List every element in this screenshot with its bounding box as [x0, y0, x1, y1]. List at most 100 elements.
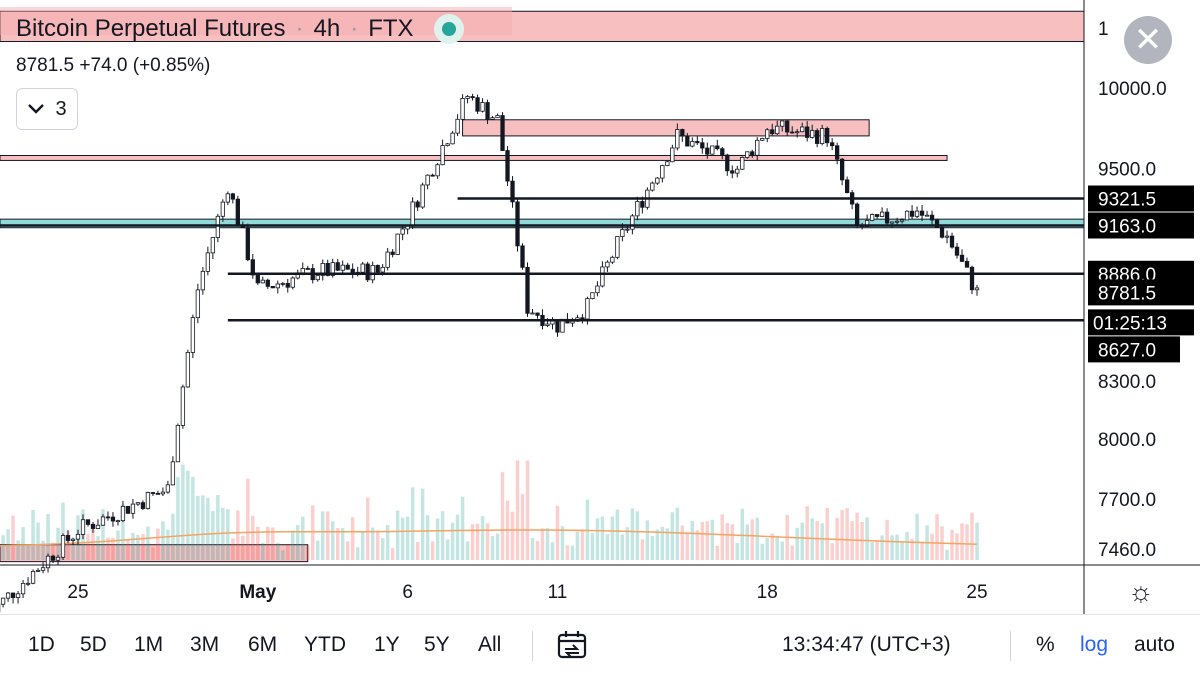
close-icon[interactable]: ✕ — [1124, 16, 1172, 64]
candle-body — [70, 538, 76, 541]
volume-bar — [226, 509, 230, 560]
exchange-label: FTX — [368, 15, 414, 42]
candle-body — [810, 130, 815, 138]
volume-bar — [565, 545, 570, 560]
range-1m-button[interactable]: 1M — [134, 633, 164, 656]
volume-bar — [820, 523, 824, 560]
candle-body — [745, 151, 750, 158]
volume-bar — [485, 523, 490, 560]
volume-bar — [510, 511, 515, 560]
auto-scale-toggle[interactable]: auto — [1134, 633, 1175, 656]
price-tick-label: 8000.0 — [1098, 430, 1156, 451]
log-scale-toggle[interactable]: log — [1080, 633, 1109, 656]
volume-bar — [116, 530, 120, 560]
candle-body — [899, 219, 905, 222]
candle-body — [395, 233, 400, 255]
symbol-name[interactable]: Bitcoin Perpetual Futures — [16, 15, 286, 42]
range-ytd-button[interactable]: YTD — [304, 633, 346, 656]
candle-body — [215, 215, 220, 238]
volume-bar — [455, 514, 460, 560]
range-5d-button[interactable]: 5D — [80, 633, 107, 656]
volume-bar — [66, 530, 70, 560]
volume-bar — [670, 512, 675, 560]
range-1d-button[interactable]: 1D — [28, 633, 55, 656]
candle-body — [830, 142, 835, 147]
volume-bar — [715, 545, 720, 560]
volume-bar — [6, 529, 10, 560]
range-6m-button[interactable]: 6M — [248, 633, 278, 656]
settings-gear-icon[interactable]: ☼ — [1128, 576, 1154, 607]
candle-body — [710, 145, 715, 155]
volume-bar — [191, 476, 195, 560]
toolbar-divider — [532, 631, 533, 661]
volume-bar — [156, 528, 160, 560]
toolbar-divider — [1010, 631, 1011, 661]
date-range-icon[interactable] — [556, 629, 588, 661]
volume-bar — [460, 496, 465, 560]
volume-bar — [410, 487, 415, 560]
volume-bar — [176, 476, 180, 560]
candle-body — [924, 214, 930, 217]
volume-bar — [615, 509, 620, 560]
volume-bar — [910, 538, 914, 560]
volume-bar — [296, 524, 300, 560]
volume-bar — [246, 478, 250, 560]
candle-body — [230, 193, 235, 200]
zone-support-7460 — [0, 544, 309, 563]
volume-bar — [345, 541, 350, 560]
chart-canvas[interactable]: 10000.0 9500.0 8300.0 8000.0 7700.0 7460.0 1 93… — [0, 0, 1200, 614]
candle-body — [505, 150, 510, 182]
volume-bar — [330, 521, 335, 560]
candle-body — [225, 193, 230, 203]
candle-body — [715, 145, 720, 150]
range-all-button[interactable]: All — [478, 633, 502, 656]
volume-bar — [930, 533, 934, 560]
countdown-label: 01:25:13 — [1093, 313, 1167, 334]
volume-bar — [261, 542, 265, 560]
candle-body — [0, 597, 6, 605]
volume-bar — [111, 537, 115, 560]
range-3m-button[interactable]: 3M — [190, 633, 220, 656]
volume-bar — [340, 528, 345, 560]
candle-body — [490, 117, 495, 120]
candle-body — [914, 210, 920, 217]
price-quote: 8781.5 +74.0 (+0.85%) — [16, 55, 210, 77]
candle-body — [260, 279, 265, 284]
clock-timezone[interactable]: 13:34:47 (UTC+3) — [782, 633, 951, 656]
candle-body — [25, 582, 31, 585]
candle-body — [695, 141, 700, 144]
volume-bar — [1, 535, 5, 560]
candle-body — [270, 285, 275, 289]
badge-8781-5: 8781.5 — [1098, 283, 1156, 304]
candle-body — [675, 129, 680, 149]
candle-body — [500, 115, 505, 151]
candle-body — [275, 283, 280, 289]
volume-bar — [595, 518, 600, 560]
time-tick-label: 11 — [548, 582, 568, 603]
candle-body — [320, 262, 325, 276]
volume-bar — [625, 527, 630, 560]
volume-bar — [680, 525, 685, 560]
volume-bar — [790, 545, 794, 560]
candle-body — [35, 569, 41, 572]
candle-body — [460, 98, 465, 120]
range-5y-button[interactable]: 5Y — [424, 633, 450, 656]
volume-bar — [360, 531, 365, 560]
range-1y-button[interactable]: 1Y — [374, 633, 400, 656]
percent-scale-toggle[interactable]: % — [1036, 633, 1055, 656]
volume-bar — [365, 497, 370, 560]
price-change: +74.0 (+0.85%) — [79, 55, 211, 76]
candle-body — [170, 461, 176, 486]
candle-body — [665, 161, 670, 166]
volume-bar — [101, 509, 105, 560]
interval-label[interactable]: 4h — [313, 15, 341, 42]
candle-body — [700, 142, 705, 149]
candle-body — [884, 211, 890, 224]
candle-body — [595, 285, 600, 294]
candle-body — [785, 120, 790, 133]
volume-bar — [251, 515, 255, 560]
time-tick-label: 18 — [757, 582, 778, 603]
volume-bar — [600, 516, 605, 560]
indicators-toggle-button[interactable]: 3 — [16, 88, 78, 130]
volume-bar — [405, 516, 410, 560]
